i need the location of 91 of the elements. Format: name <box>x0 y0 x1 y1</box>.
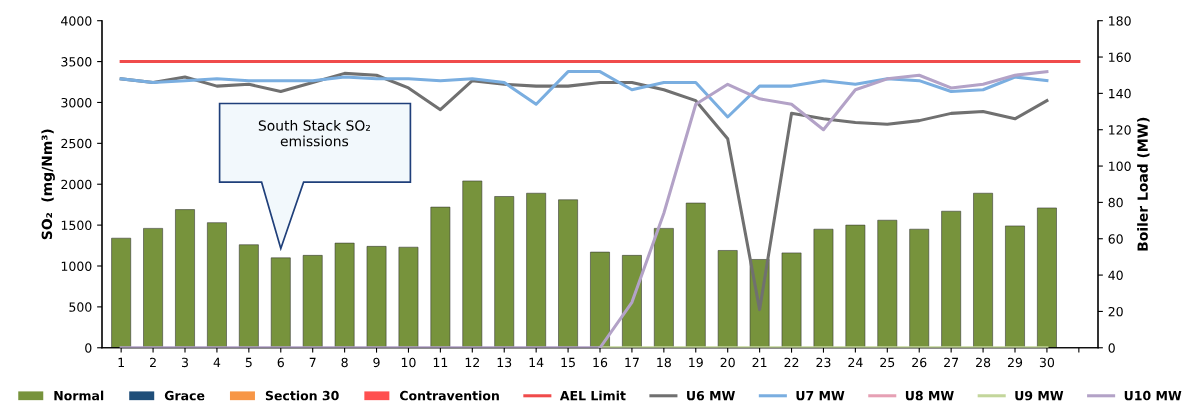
bar <box>813 228 834 348</box>
y2-tick-label: 0 <box>1108 343 1115 353</box>
bar <box>590 251 610 348</box>
bar <box>845 224 866 348</box>
line-series <box>119 70 1049 119</box>
y-tick-label: 1000 <box>61 261 92 271</box>
bar <box>781 252 802 348</box>
bar <box>302 255 323 348</box>
x-tick-label: 1 <box>118 357 124 367</box>
bar <box>526 192 547 348</box>
x-tick-label: 19 <box>689 357 703 368</box>
y-tick-label: 0 <box>85 343 92 353</box>
y2-tick-label: 80 <box>1108 197 1123 208</box>
x-tick-label: 6 <box>277 357 284 368</box>
bar <box>366 246 387 348</box>
annotation: South Stack SO₂ emissions <box>258 120 371 147</box>
y-tick-label: 3000 <box>61 97 92 108</box>
x-tick-label: 28 <box>976 357 991 368</box>
x-tick-label: 18 <box>657 357 671 368</box>
bar <box>909 228 930 348</box>
y-tick-label: 500 <box>69 302 92 312</box>
bar <box>207 222 227 348</box>
bar <box>270 257 291 348</box>
y2-tick-label: 160 <box>1109 52 1131 62</box>
bar <box>398 246 419 348</box>
y2-tick-label: 100 <box>1109 161 1131 171</box>
y-axis-title: SO₂ (mg/Nm³) <box>41 129 55 240</box>
bar <box>941 210 962 348</box>
bar <box>1005 225 1025 348</box>
y2-tick-label: 40 <box>1108 270 1123 281</box>
y-tick-label: 2000 <box>61 179 92 190</box>
bar <box>653 228 674 348</box>
y2-tick-label: 120 <box>1109 125 1131 135</box>
x-tick-label: 8 <box>341 357 348 368</box>
x-tick-label: 16 <box>593 357 608 368</box>
bar <box>717 250 738 348</box>
x-tick-label: 27 <box>944 357 959 367</box>
x-tick-label: 24 <box>848 357 863 367</box>
legend-label: U9 MW <box>1015 390 1064 401</box>
legend-label: AEL Limit <box>559 390 626 401</box>
legend-label: Grace <box>164 390 205 401</box>
bar <box>1037 207 1057 348</box>
bar <box>558 199 578 348</box>
legend-label: U6 MW <box>687 390 735 401</box>
bar <box>685 202 706 348</box>
y2-tick-label: 60 <box>1108 234 1123 244</box>
bar <box>430 206 451 348</box>
y-tick-label: 1500 <box>61 220 92 231</box>
x-tick-label: 26 <box>912 357 927 368</box>
x-tick-label: 29 <box>1007 357 1023 368</box>
x-tick-label: 4 <box>213 357 221 367</box>
x-tick-label: 23 <box>816 357 831 368</box>
bar <box>238 244 259 348</box>
x-tick-label: 17 <box>625 357 639 367</box>
legend-label: Normal <box>54 390 104 401</box>
x-tick-label: 10 <box>401 357 416 368</box>
legend-label: U7 MW <box>796 391 845 401</box>
legend-label: U10 MW <box>1124 390 1182 401</box>
bar <box>334 242 355 348</box>
legend-label: U8 MW <box>905 390 954 401</box>
y2-tick-label: 140 <box>1109 88 1131 99</box>
x-tick-label: 20 <box>720 357 735 368</box>
bar <box>877 219 898 348</box>
x-tick-label: 5 <box>245 357 252 368</box>
x-tick-label: 12 <box>465 357 480 367</box>
y2-axis-title: Boiler Load (MW) <box>1137 117 1150 251</box>
bar <box>175 209 195 348</box>
x-tick-label: 22 <box>784 357 799 367</box>
bar <box>973 192 993 348</box>
x-tick-label: 7 <box>309 357 316 367</box>
legend-label: Contravention <box>399 390 499 401</box>
y2-tick-label: 20 <box>1108 306 1123 317</box>
x-tick-label: 15 <box>561 357 575 368</box>
x-tick-label: 13 <box>497 357 512 368</box>
y-tick-label: 4000 <box>61 16 92 26</box>
x-tick-label: 3 <box>181 357 188 368</box>
bar <box>462 180 483 348</box>
x-tick-label: 30 <box>1039 357 1055 368</box>
y2-tick-label: 180 <box>1109 16 1131 26</box>
x-tick-label: 25 <box>880 357 895 368</box>
bar <box>494 196 515 348</box>
x-tick-label: 2 <box>150 357 156 367</box>
y-tick-label: 3500 <box>61 57 92 67</box>
legend-label: Section 30 <box>265 390 339 401</box>
x-tick-label: 21 <box>752 357 767 367</box>
x-tick-label: 9 <box>373 357 380 368</box>
x-tick-label: 11 <box>433 357 448 367</box>
x-tick-label: 14 <box>529 357 544 367</box>
bar <box>111 237 132 348</box>
bar <box>143 228 163 348</box>
y-tick-label: 2500 <box>61 138 92 149</box>
